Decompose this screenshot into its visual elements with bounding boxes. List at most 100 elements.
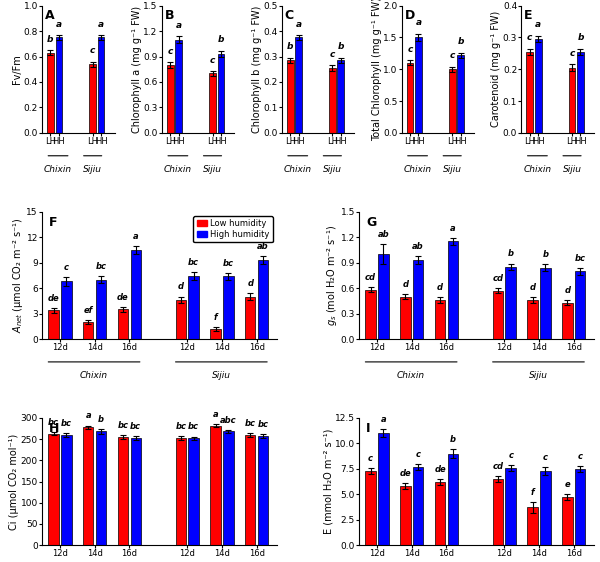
Bar xyxy=(535,39,542,133)
Text: c: c xyxy=(449,51,455,60)
Bar xyxy=(527,507,538,545)
Bar xyxy=(175,39,182,133)
Text: c: c xyxy=(368,454,373,463)
Bar xyxy=(131,250,141,339)
Text: a: a xyxy=(415,18,421,27)
Bar xyxy=(245,297,256,339)
Bar xyxy=(562,497,572,545)
Text: cd: cd xyxy=(365,273,376,282)
Bar xyxy=(218,54,224,133)
Text: de: de xyxy=(400,469,411,478)
Text: a: a xyxy=(296,20,302,29)
Text: Sijiu: Sijiu xyxy=(443,165,461,174)
Text: Sijiu: Sijiu xyxy=(563,165,581,174)
Bar xyxy=(131,438,141,545)
Y-axis label: Carotenoid (mg g⁻¹ FW): Carotenoid (mg g⁻¹ FW) xyxy=(491,11,502,128)
Bar xyxy=(448,454,458,545)
Text: a: a xyxy=(85,411,91,420)
Bar xyxy=(577,52,584,133)
Text: bc: bc xyxy=(118,421,128,430)
Bar xyxy=(449,69,455,133)
Bar xyxy=(457,55,464,133)
Text: bc: bc xyxy=(257,420,269,429)
Text: ab: ab xyxy=(412,242,424,251)
Text: b: b xyxy=(98,415,104,424)
Bar xyxy=(167,65,173,133)
Bar xyxy=(575,469,586,545)
Bar xyxy=(540,268,551,339)
Bar xyxy=(56,38,62,133)
Text: bc: bc xyxy=(130,422,141,431)
Text: abc: abc xyxy=(220,416,236,425)
Text: bc: bc xyxy=(188,423,199,432)
Bar xyxy=(188,277,199,339)
Text: Chixin: Chixin xyxy=(404,165,431,174)
Text: Chixin: Chixin xyxy=(523,165,551,174)
Text: c: c xyxy=(167,47,173,56)
Text: a: a xyxy=(56,20,62,29)
Bar xyxy=(378,254,389,339)
Bar xyxy=(211,425,221,545)
Text: Chixin: Chixin xyxy=(44,165,72,174)
Bar xyxy=(223,432,233,545)
Y-axis label: Chlorophyll b (mg g⁻¹ FW): Chlorophyll b (mg g⁻¹ FW) xyxy=(252,6,262,133)
Bar xyxy=(505,468,516,545)
Bar xyxy=(365,290,376,339)
Text: d: d xyxy=(437,283,443,292)
Text: a: a xyxy=(380,415,386,424)
Text: ab: ab xyxy=(377,230,389,239)
Text: Chixin: Chixin xyxy=(80,371,108,380)
Text: Sijiu: Sijiu xyxy=(323,165,342,174)
Text: a: a xyxy=(133,232,139,241)
Text: c: c xyxy=(578,452,583,461)
Text: E: E xyxy=(524,10,533,22)
Bar xyxy=(562,302,572,339)
Bar xyxy=(98,38,104,133)
Bar xyxy=(400,486,410,545)
Bar xyxy=(365,471,376,545)
Text: bc: bc xyxy=(188,258,199,267)
Text: a: a xyxy=(98,20,104,29)
Text: bc: bc xyxy=(245,419,256,428)
Text: c: c xyxy=(210,56,215,65)
Y-axis label: Ci (μmol CO₂ mol⁻¹): Ci (μmol CO₂ mol⁻¹) xyxy=(9,433,19,529)
Text: f: f xyxy=(214,313,217,322)
Bar xyxy=(211,329,221,339)
Text: c: c xyxy=(64,263,69,272)
Y-axis label: E (mmol H₂O m⁻² s⁻¹): E (mmol H₂O m⁻² s⁻¹) xyxy=(323,429,334,534)
Y-axis label: Chlorophyll a (mg g⁻¹ FW): Chlorophyll a (mg g⁻¹ FW) xyxy=(132,6,142,133)
Text: H: H xyxy=(49,422,59,435)
Text: c: c xyxy=(90,46,95,55)
Text: c: c xyxy=(416,450,421,459)
Text: c: c xyxy=(407,45,413,54)
Text: b: b xyxy=(577,33,584,42)
Bar xyxy=(188,438,199,545)
Text: F: F xyxy=(49,216,58,229)
Text: I: I xyxy=(366,422,371,435)
Text: a: a xyxy=(213,410,218,419)
Bar xyxy=(540,471,551,545)
Text: A: A xyxy=(45,10,55,22)
Text: bc: bc xyxy=(575,253,586,262)
Bar xyxy=(49,310,59,339)
Bar xyxy=(287,60,293,133)
Bar xyxy=(493,479,503,545)
Text: Sijiu: Sijiu xyxy=(529,371,548,380)
Bar xyxy=(245,435,256,545)
Text: b: b xyxy=(450,436,456,445)
Text: de: de xyxy=(434,465,446,474)
Bar xyxy=(61,282,71,339)
Text: cd: cd xyxy=(493,462,503,471)
Text: Sijiu: Sijiu xyxy=(212,371,231,380)
Text: b: b xyxy=(47,35,53,44)
Bar xyxy=(176,438,186,545)
Text: b: b xyxy=(542,250,548,259)
Text: b: b xyxy=(338,42,344,52)
Bar xyxy=(223,277,233,339)
Text: C: C xyxy=(284,10,294,22)
Bar xyxy=(258,436,268,545)
Bar xyxy=(176,300,186,339)
Bar xyxy=(96,432,106,545)
Text: c: c xyxy=(508,451,513,460)
Y-axis label: Fv/Fm: Fv/Fm xyxy=(12,55,22,84)
